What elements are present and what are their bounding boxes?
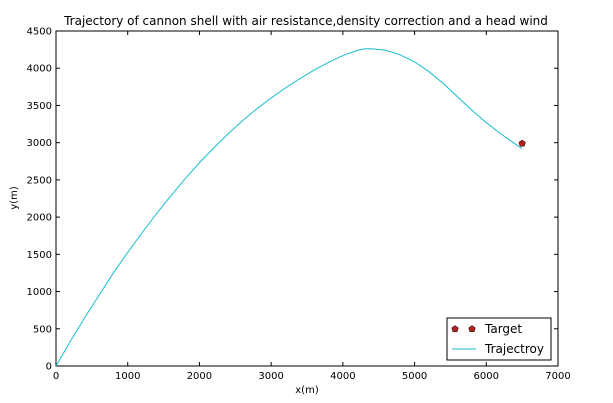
x-tick-label: 7000 (545, 371, 570, 382)
legend-target-marker-1 (451, 325, 459, 333)
chart-title: Trajectory of cannon shell with air resi… (63, 14, 548, 28)
x-tick-label: 0 (53, 371, 59, 382)
x-tick-label: 1000 (115, 371, 140, 382)
x-tick-label: 3000 (258, 371, 283, 382)
y-tick-label: 3500 (27, 101, 52, 112)
series-layer (55, 48, 526, 367)
y-tick-label: 1500 (27, 250, 52, 261)
legend-target-marker-2 (468, 325, 476, 333)
legend-label-target: Target (484, 322, 522, 336)
legend-box (446, 317, 552, 361)
x-tick-label: 4000 (330, 371, 355, 382)
y-tick-label: 3000 (27, 138, 52, 149)
trajectory-line (55, 48, 523, 367)
target-marker (518, 139, 526, 147)
legend-label-trajectory: Trajectroy (484, 342, 544, 356)
x-axis: 0 1000 2000 3000 4000 5000 6000 7000 (53, 31, 571, 382)
y-tick-label: 2000 (27, 213, 52, 224)
x-tick-label: 6000 (474, 371, 499, 382)
y-tick-label: 0 (46, 362, 52, 373)
y-tick-label: 1000 (27, 287, 52, 298)
y-tick-label: 4000 (27, 64, 52, 75)
x-tick-label: 2000 (187, 371, 212, 382)
y-tick-label: 500 (33, 324, 52, 335)
y-tick-label: 4500 (27, 27, 52, 38)
x-tick-label: 5000 (402, 371, 427, 382)
legend: Target Trajectroy (446, 317, 552, 361)
plot-area (55, 30, 559, 367)
y-axis: 0 500 1000 1500 2000 2500 3000 3500 4000 4500 (27, 27, 558, 373)
x-axis-label: x(m) (295, 385, 319, 396)
y-axis-label: y(m) (9, 186, 20, 210)
y-tick-label: 2500 (27, 175, 52, 186)
